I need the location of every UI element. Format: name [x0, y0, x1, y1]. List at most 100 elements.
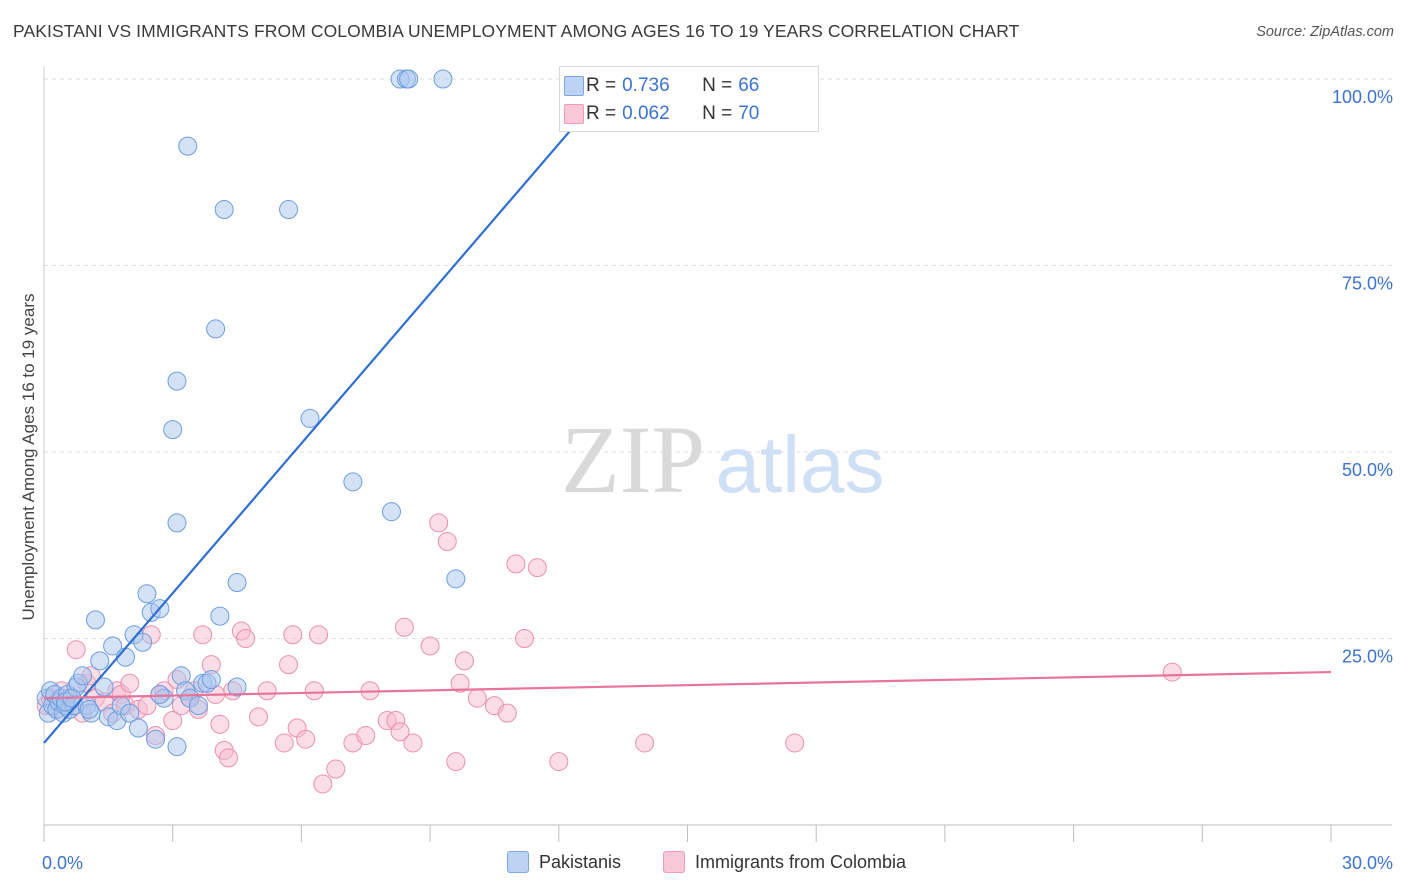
colombia-point: [635, 733, 655, 753]
legend-swatch-blue: [564, 76, 584, 96]
pakistani-point: [103, 636, 123, 656]
pink-series-points: [36, 513, 1182, 794]
pakistani-point: [133, 632, 153, 652]
watermark-atlas: atlas: [716, 420, 885, 509]
colombia-point: [313, 774, 333, 794]
colombia-point: [218, 748, 238, 768]
colombia-point: [527, 558, 547, 578]
colombia-point: [394, 617, 414, 637]
bottom-legend-label: Pakistanis: [539, 851, 622, 872]
colombia-point: [309, 625, 329, 645]
watermark: ZIP atlas: [561, 406, 884, 513]
colombia-point: [66, 640, 86, 660]
colombia-point: [497, 703, 517, 723]
gridlines: [44, 78, 1392, 639]
colombia-point: [296, 729, 316, 749]
colombia-point: [446, 752, 466, 772]
legend-r-value: 0.062: [622, 103, 670, 124]
x-tick-label: 30.0%: [1342, 853, 1393, 873]
pakistani-point: [206, 319, 226, 339]
legend-r-label: R =: [586, 75, 617, 96]
colombia-point: [403, 733, 423, 753]
pakistani-point: [79, 699, 99, 719]
legend-swatch-pink: [564, 104, 584, 124]
legend-n-label: N =: [702, 103, 733, 124]
pakistani-point: [163, 420, 183, 440]
pakistani-point: [150, 684, 170, 704]
colombia-point: [257, 681, 277, 701]
tick-labels: 25.0% 50.0% 75.0% 100.0% 0.0% 30.0%: [42, 87, 1393, 873]
pakistani-point: [188, 696, 208, 716]
colombia-point: [420, 636, 440, 656]
pakistani-point: [120, 703, 140, 723]
y-tick-label: 50.0%: [1342, 460, 1393, 480]
colombia-point: [429, 513, 449, 533]
legend-r-label: R =: [586, 103, 617, 124]
pakistani-point: [128, 718, 148, 738]
colombia-point: [390, 722, 410, 742]
pakistani-point: [167, 513, 187, 533]
pakistani-point: [178, 136, 198, 156]
colombia-point: [356, 725, 376, 745]
legend-row-pakistanis: R = 0.736 N = 66: [564, 72, 760, 100]
blue-series-points: [36, 69, 762, 757]
pakistani-point: [446, 569, 466, 589]
pakistani-point: [279, 200, 299, 220]
pakistani-point: [167, 371, 187, 391]
legend-n-value: 70: [738, 103, 760, 124]
y-tick-label: 100.0%: [1332, 87, 1393, 107]
colombia-point: [1162, 662, 1182, 682]
source-label: Source: ZipAtlas.com: [1256, 24, 1394, 40]
bottom-legend-colombia: Immigrants from Colombia: [663, 851, 906, 873]
pakistani-point: [300, 408, 320, 428]
pakistani-point: [146, 729, 166, 749]
pakistani-point: [116, 647, 136, 667]
colombia-point: [467, 688, 487, 708]
pakistani-point: [227, 573, 247, 593]
colombia-point: [785, 733, 805, 753]
pakistani-point: [210, 606, 230, 626]
pakistani-point: [381, 502, 401, 522]
colombia-point: [274, 733, 294, 753]
colombia-point: [549, 752, 569, 772]
bottom-legend-swatch-blue: [507, 851, 529, 873]
pakistani-point: [399, 69, 419, 89]
colombia-point: [506, 554, 526, 574]
bottom-legend-swatch-pink: [663, 851, 685, 873]
colombia-point: [304, 681, 324, 701]
colombia-point: [454, 651, 474, 671]
colombia-point: [120, 673, 140, 693]
colombia-trend-line: [43, 670, 1332, 700]
pakistani-point: [343, 472, 363, 492]
pakistani-point: [227, 677, 247, 697]
pakistani-point: [90, 651, 110, 671]
colombia-point: [450, 673, 470, 693]
colombia-point: [326, 759, 346, 779]
y-tick-label: 75.0%: [1342, 274, 1393, 294]
colombia-point: [437, 532, 457, 552]
legend-n-label: N =: [702, 75, 733, 96]
x-tick-label: 0.0%: [42, 853, 83, 873]
pakistani-point: [137, 584, 157, 604]
colombia-point: [193, 625, 213, 645]
colombia-point: [283, 625, 303, 645]
bottom-legend-pakistanis: Pakistanis: [507, 851, 621, 873]
correlation-legend: R = 0.736 N = 66 R = 0.062 N = 70: [559, 66, 819, 132]
trend-lines: [43, 78, 1332, 744]
legend-r-value: 0.736: [622, 75, 670, 96]
y-axis-label: Unemployment Among Ages 16 to 19 years: [19, 294, 38, 621]
y-tick-label: 25.0%: [1342, 647, 1393, 667]
pakistani-point: [201, 670, 221, 690]
colombia-point: [163, 711, 183, 731]
pakistani-point: [167, 737, 187, 757]
legend-row-colombia: R = 0.062 N = 70: [564, 100, 760, 128]
pakistani-point: [214, 200, 234, 220]
chart-title: PAKISTANI VS IMMIGRANTS FROM COLOMBIA UN…: [13, 21, 1020, 41]
legend-n-value: 66: [738, 75, 760, 96]
colombia-point: [236, 629, 256, 648]
pakistani-point: [73, 666, 93, 686]
pakistani-point: [433, 69, 453, 89]
watermark-zip: ZIP: [561, 406, 705, 513]
colombia-point: [249, 707, 268, 727]
